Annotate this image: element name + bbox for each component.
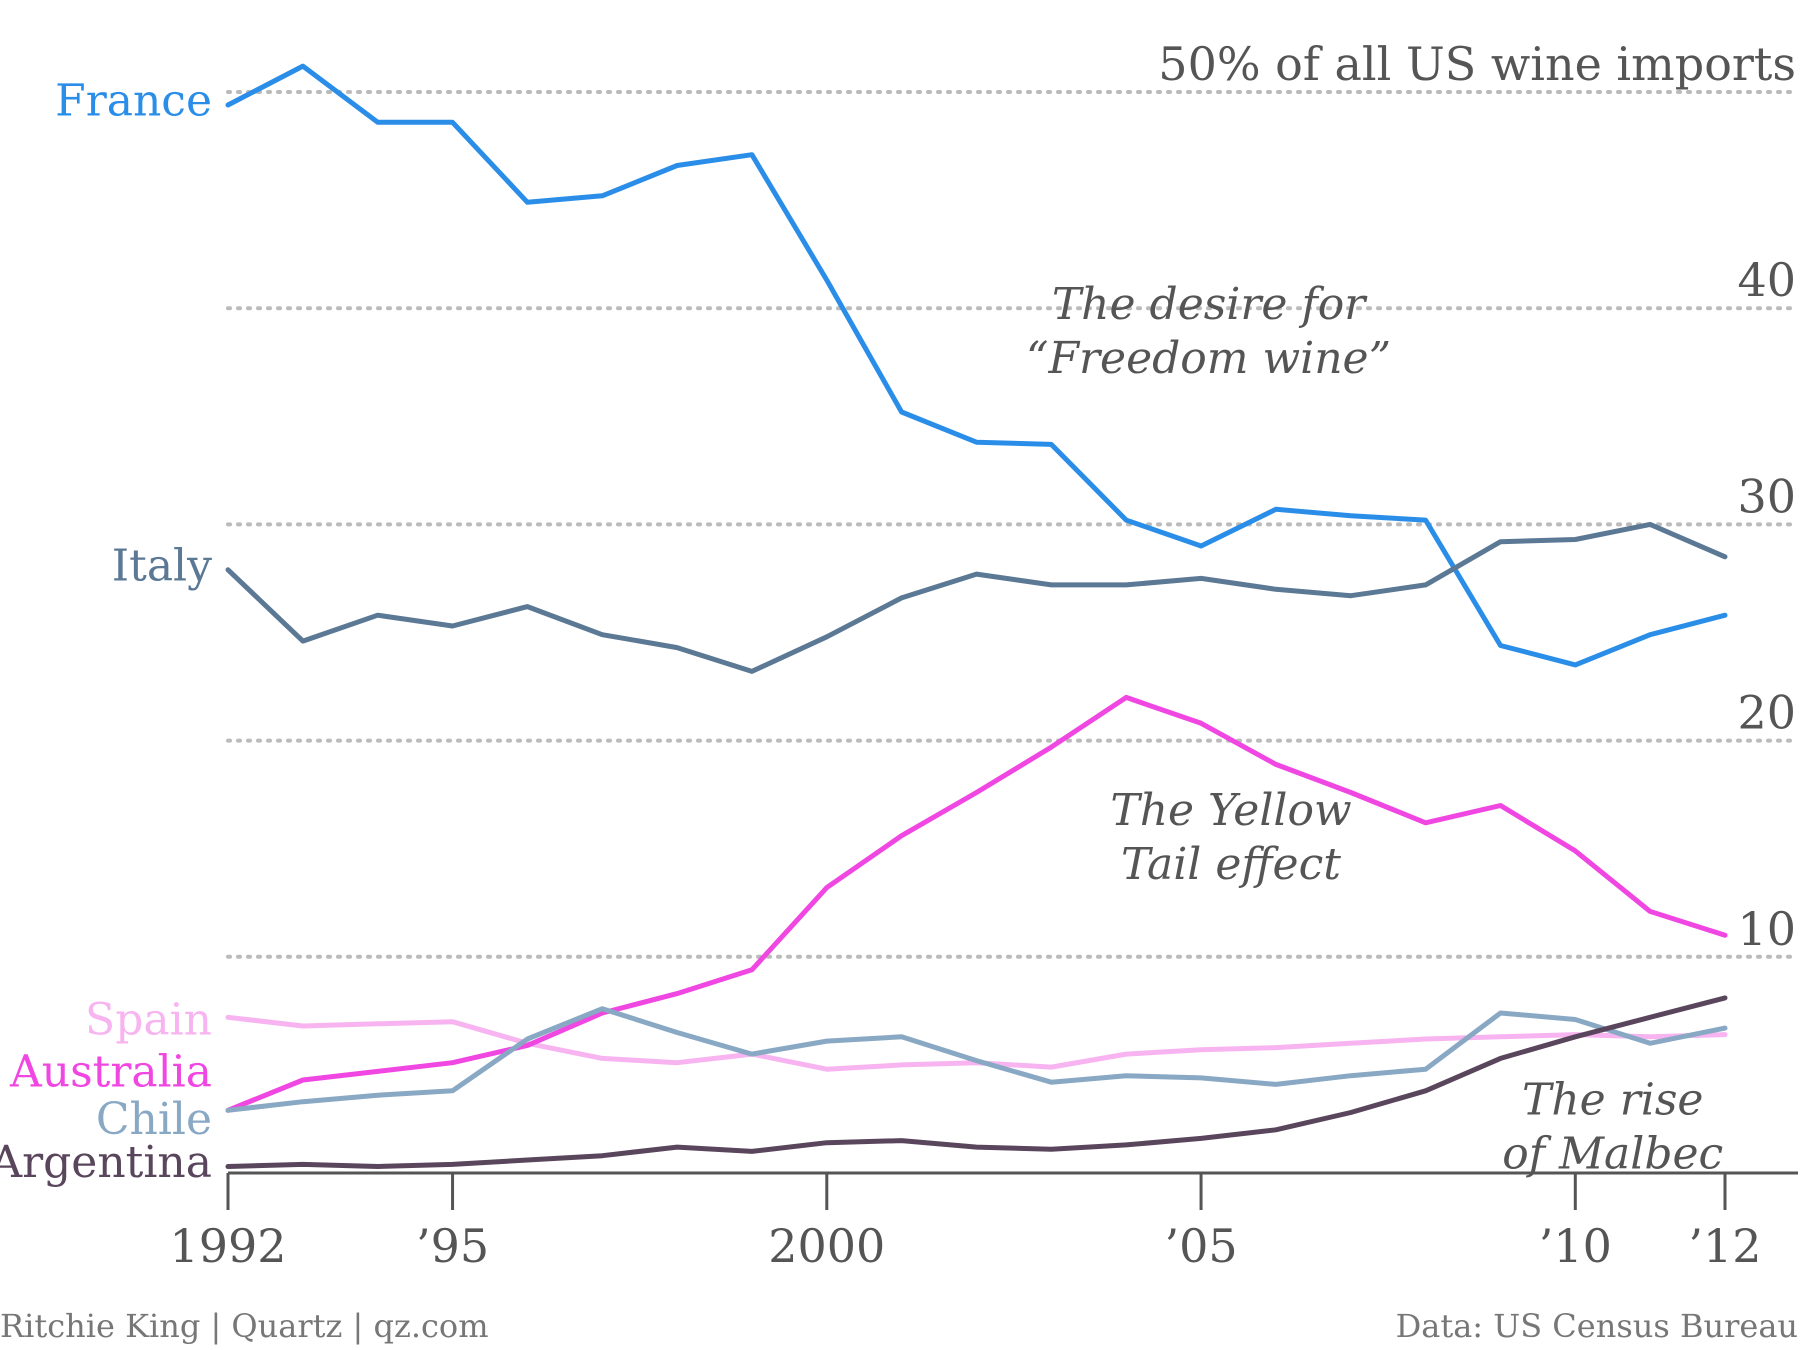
series-line-italy (225, 521, 1728, 674)
x-tick-label-1992: 1992 (169, 1219, 286, 1273)
series-label-argentina: Argentina (0, 1137, 212, 1188)
series-label-spain: Spain (85, 994, 212, 1045)
x-tick-label-2012: ’12 (1688, 1219, 1761, 1273)
series-lines (225, 63, 1728, 1169)
footer-credit: Ritchie King | Quartz | qz.com (0, 1307, 489, 1345)
series-line-chile (225, 1006, 1728, 1113)
y-tick-label-50: 50% of all US wine imports (1158, 37, 1796, 91)
annotation-1-line-2: “Freedom wine” (1026, 333, 1391, 384)
x-tick-label-2000: 2000 (768, 1219, 885, 1273)
annotation-2-line-2: Tail effect (1121, 839, 1341, 890)
x-tick-label-2010: ’10 (1539, 1219, 1612, 1273)
series-line-australia (225, 694, 1728, 1113)
x-tick-label-1995: ’95 (416, 1219, 489, 1273)
y-tick-label-20: 20 (1737, 686, 1796, 740)
annotation-1-line-1: The desire for (1052, 279, 1368, 330)
footer-source: Data: US Census Bureau (1396, 1307, 1798, 1345)
x-axis: 1992 ’95 2000 ’05 ’10 ’12 (169, 1171, 1798, 1273)
gridlines (226, 90, 1800, 959)
series-label-france: France (55, 76, 212, 127)
series-label-australia: Australia (9, 1046, 212, 1097)
y-axis-labels: 50% of all US wine imports 40 30 20 10 (1158, 37, 1796, 956)
annotation-2-line-1: The Yellow (1110, 785, 1351, 836)
series-label-chile: Chile (96, 1094, 212, 1145)
y-tick-label-40: 40 (1737, 253, 1796, 307)
series-line-france (225, 63, 1728, 668)
y-tick-label-30: 30 (1737, 469, 1796, 523)
annotations: The desire for“Freedom wine” The YellowTa… (1026, 279, 1723, 1180)
annotation-3-line-1: The rise (1522, 1075, 1703, 1126)
annotation-3-line-2: of Malbec (1502, 1129, 1723, 1180)
series-label-italy: Italy (112, 540, 212, 591)
series-line-argentina (225, 995, 1728, 1169)
x-tick-label-2005: ’05 (1164, 1219, 1237, 1273)
y-tick-label-10: 10 (1737, 902, 1796, 956)
